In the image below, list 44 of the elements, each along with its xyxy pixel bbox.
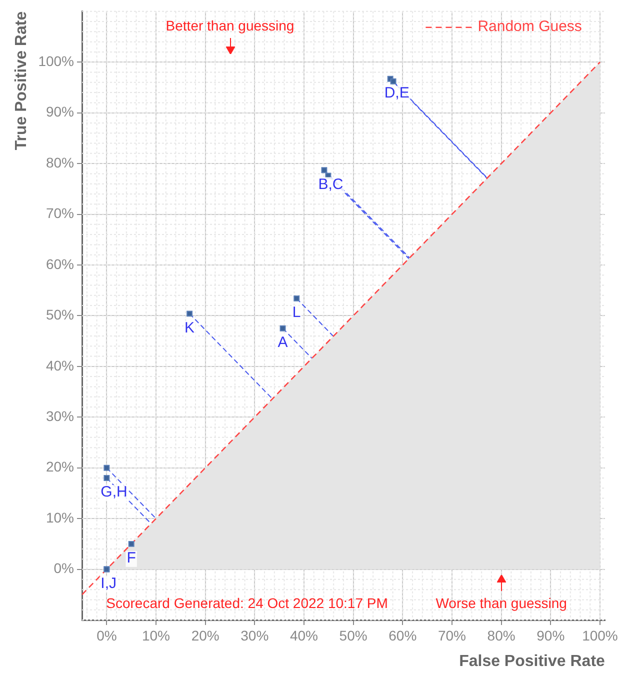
x-tick-label: 0% <box>96 627 117 644</box>
y-tick-label: 90% <box>46 104 74 120</box>
y-tick-label: 40% <box>46 357 74 374</box>
x-tick-label: 10% <box>142 627 170 644</box>
legend-label: Random Guess <box>478 18 582 36</box>
annotation: I,J <box>100 574 117 592</box>
annotation: D,E <box>384 84 410 102</box>
point <box>104 475 110 481</box>
annotation: F <box>126 550 136 567</box>
y-tick-label: 80% <box>46 154 74 170</box>
point <box>104 464 110 471</box>
x-tick-label: 100% <box>582 627 618 644</box>
y-tick-label: 60% <box>46 256 74 272</box>
annotation: Scorecard Generated: 24 Oct 2022 10:17 PM <box>106 594 388 611</box>
point <box>294 295 300 302</box>
point <box>321 167 328 174</box>
annotation: K <box>184 319 195 336</box>
x-axis-title: False Positive Rate <box>459 652 606 670</box>
x-tick-label: 90% <box>536 627 565 644</box>
y-tick-label: 50% <box>46 306 74 323</box>
annotation: G,H <box>100 484 128 501</box>
point <box>128 540 134 547</box>
x-tick-label: 40% <box>290 627 318 644</box>
y-tick-label: 30% <box>46 408 74 424</box>
x-tick-label: 60% <box>388 627 417 644</box>
y-tick-label: 10% <box>46 509 74 526</box>
y-tick-label: 70% <box>46 205 74 222</box>
x-tick-label: 30% <box>240 627 269 644</box>
annotation: A <box>278 334 288 352</box>
x-tick-label: 70% <box>438 627 466 644</box>
point <box>280 325 286 332</box>
point <box>186 310 193 317</box>
y-axis-title: True Positive Rate <box>13 11 30 150</box>
y-tick-label: 100% <box>38 52 74 69</box>
annotation: Worse than guessing <box>436 594 567 611</box>
annotation: B,C <box>318 176 344 193</box>
x-tick-label: 20% <box>191 627 220 644</box>
annotation: Better than guessing <box>166 17 294 34</box>
x-tick-label: 80% <box>487 627 516 644</box>
x-tick-label: 50% <box>339 627 368 644</box>
y-tick-label: 0% <box>54 560 74 576</box>
point <box>390 78 396 84</box>
annotation: L <box>292 304 301 322</box>
y-tick-label: 20% <box>46 458 74 475</box>
